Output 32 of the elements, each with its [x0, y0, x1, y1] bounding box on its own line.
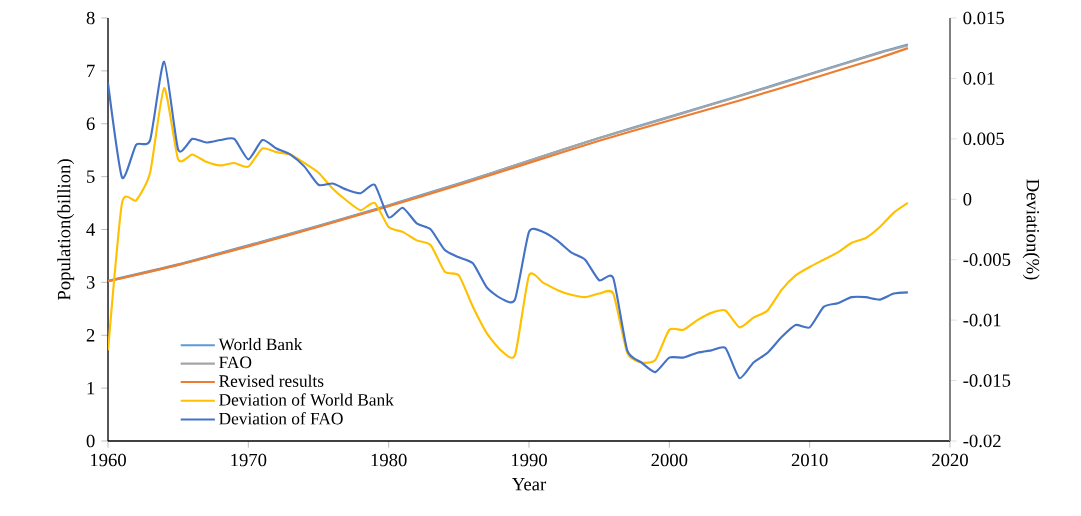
y-tick-label: 2 — [86, 329, 95, 342]
y2-tick-label: 0.015 — [963, 11, 1004, 25]
y-tick-label: 5 — [87, 170, 95, 183]
y-tick-label: 3 — [86, 276, 95, 289]
y2-axis-title: Deviation(%) — [1022, 179, 1040, 280]
legend-label: Deviation of World Bank — [219, 393, 394, 406]
y-tick-label: 0 — [86, 434, 95, 448]
y2-tick-label: -0.005 — [963, 253, 1011, 267]
x-tick-label: 2000 — [651, 453, 688, 467]
y2-tick-label: 0 — [963, 192, 972, 206]
legend-label: Revised results — [219, 374, 324, 387]
y2-tick-label: -0.015 — [963, 374, 1011, 387]
y-tick-label: 4 — [86, 223, 96, 236]
y-tick-label: 1 — [87, 381, 95, 395]
legend-label: Deviation of FAO — [219, 412, 343, 425]
y2-tick-label: -0.01 — [963, 313, 1001, 327]
y-tick-label: 6 — [86, 117, 95, 131]
y-tick-label: 8 — [86, 11, 95, 25]
x-tick-label: 1990 — [511, 453, 547, 467]
y2-tick-label: -0.02 — [963, 434, 1001, 448]
x-axis-title: Year — [512, 478, 547, 491]
legend-label: World Bank — [218, 337, 303, 351]
x-tick-label: 2010 — [791, 453, 828, 467]
x-tick-label: 1980 — [371, 453, 407, 467]
x-tick-label: 1960 — [90, 453, 126, 467]
y2-tick-label: 0.005 — [963, 132, 1004, 146]
x-tick-label: 1970 — [231, 453, 267, 467]
y-tick-label: 7 — [87, 64, 95, 77]
legend-label: FAO — [219, 356, 252, 369]
y-axis-title: Population(billion) — [57, 159, 75, 300]
x-tick-label: 2020 — [932, 453, 968, 467]
y2-tick-label: 0.01 — [963, 72, 995, 85]
